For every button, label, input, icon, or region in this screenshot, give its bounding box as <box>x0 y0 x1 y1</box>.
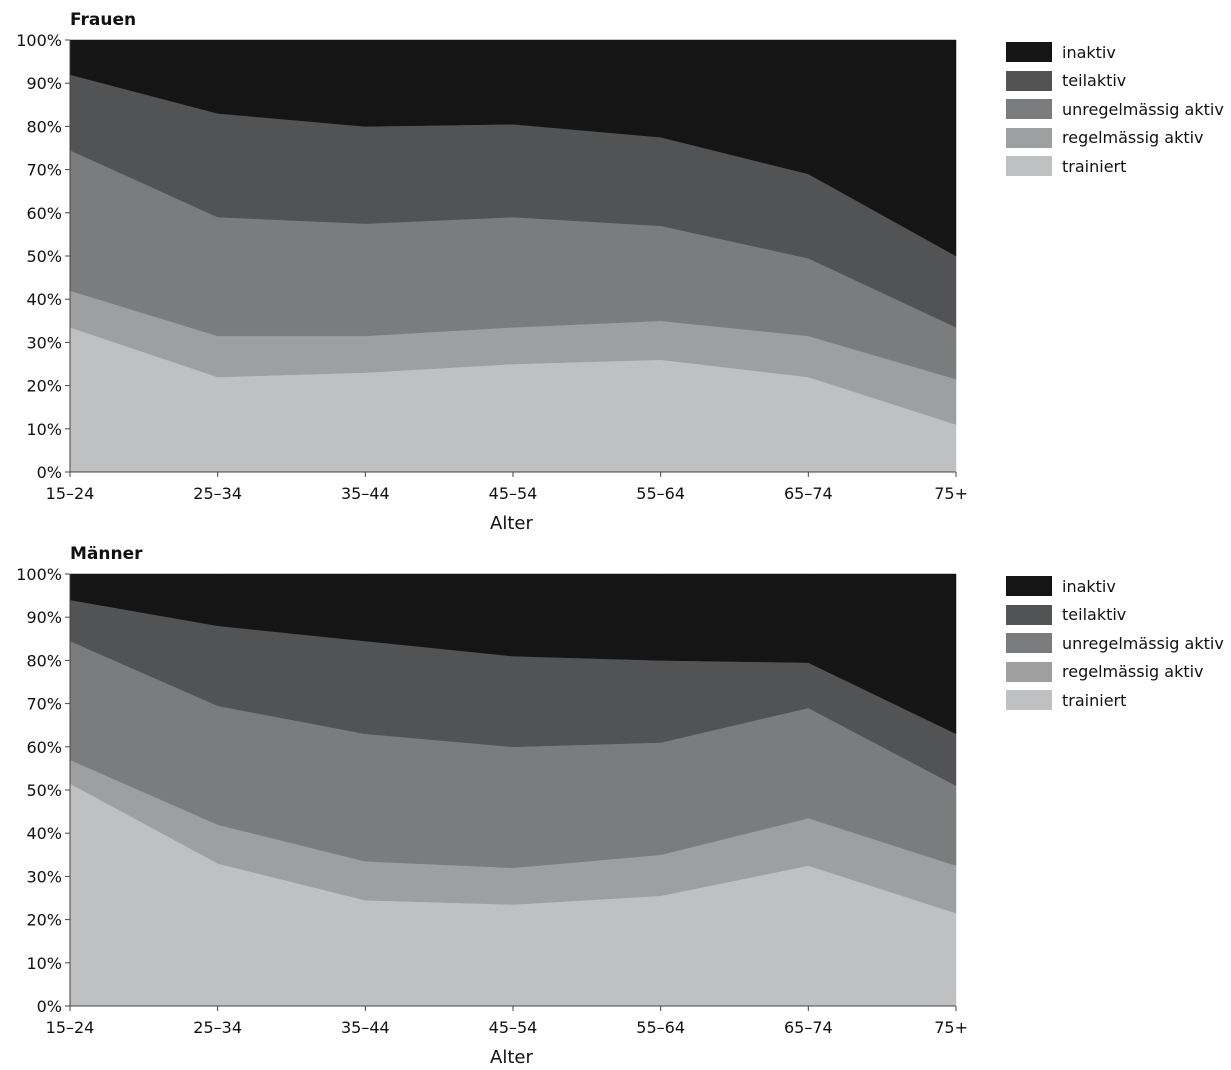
legend-item: inaktiv <box>1006 572 1224 601</box>
x-axis-label: Alter <box>490 513 533 534</box>
x-tick-label: 35–44 <box>341 1018 390 1037</box>
y-tick-label: 30% <box>26 333 62 352</box>
legend-label: inaktiv <box>1062 576 1116 596</box>
y-tick-label: 100% <box>16 565 62 584</box>
x-tick-label: 75+ <box>934 1018 968 1037</box>
legend-label: regelmässig aktiv <box>1062 128 1204 148</box>
y-tick-label: 70% <box>26 695 62 714</box>
legend-swatch <box>1006 604 1052 625</box>
legend-swatch <box>1006 576 1052 597</box>
x-tick-label: 65–74 <box>784 1018 833 1037</box>
x-axis-label: Alter <box>490 1047 533 1068</box>
legend-swatch <box>1006 127 1052 148</box>
area-chart-maenner: 0% 10% 20% 30% 40% 50% 60% 70% 80% 90% 100% 15–24 25… <box>16 565 968 1037</box>
chart-title: Männer <box>70 544 143 564</box>
x-tick-label: 65–74 <box>784 484 833 503</box>
y-tick-label: 0% <box>37 997 62 1016</box>
legend-swatch <box>1006 42 1052 63</box>
legend-swatch <box>1006 156 1052 177</box>
y-tick-label: 30% <box>26 867 62 886</box>
y-tick-label: 40% <box>26 290 62 309</box>
legend-label: trainiert <box>1062 156 1127 176</box>
y-tick-label: 40% <box>26 824 62 843</box>
x-tick-label: 45–54 <box>489 484 538 503</box>
y-tick-label: 100% <box>16 31 62 50</box>
legend-label: regelmässig aktiv <box>1062 662 1204 682</box>
legend-swatch <box>1006 661 1052 682</box>
x-tick-label: 15–24 <box>46 484 95 503</box>
legend: inaktiv teilaktiv unregelmässig aktiv regel… <box>1006 38 1224 181</box>
y-tick-label: 80% <box>26 651 62 670</box>
y-tick-label: 20% <box>26 911 62 930</box>
y-tick-label: 80% <box>26 117 62 136</box>
y-tick-label: 10% <box>26 420 62 439</box>
legend-item: regelmässig aktiv <box>1006 124 1224 153</box>
y-tick-label: 50% <box>26 781 62 800</box>
legend-label: unregelmässig aktiv <box>1062 633 1224 653</box>
chart-panel-maenner: Männer 0% 10% 20% 30% 40% 50% 60% 70% 80% 90% 100%… <box>0 534 1231 1069</box>
legend-swatch <box>1006 633 1052 654</box>
legend-item: trainiert <box>1006 686 1224 715</box>
legend-swatch <box>1006 690 1052 711</box>
legend-swatch <box>1006 99 1052 120</box>
area-inaktiv <box>69 39 957 257</box>
legend-item: unregelmässig aktiv <box>1006 95 1224 124</box>
y-tick-label: 60% <box>26 204 62 223</box>
x-tick-label: 55–64 <box>636 1018 685 1037</box>
x-tick-label: 55–64 <box>636 484 685 503</box>
area-chart-frauen: 0% 10% 20% 30% 40% 50% 60% 70% 80% 90% 100% 15–24 25… <box>16 31 968 503</box>
legend-item: trainiert <box>1006 152 1224 181</box>
y-tick-label: 0% <box>37 463 62 482</box>
legend-label: teilaktiv <box>1062 71 1127 91</box>
y-tick-label: 60% <box>26 738 62 757</box>
legend-label: unregelmässig aktiv <box>1062 99 1224 119</box>
legend-item: inaktiv <box>1006 38 1224 67</box>
x-tick-label: 45–54 <box>489 1018 538 1037</box>
area-inaktiv <box>69 573 957 735</box>
legend-item: unregelmässig aktiv <box>1006 629 1224 658</box>
legend-item: teilaktiv <box>1006 67 1224 96</box>
legend-label: inaktiv <box>1062 42 1116 62</box>
legend-item: teilaktiv <box>1006 601 1224 630</box>
x-tick-label: 15–24 <box>46 1018 95 1037</box>
chart-title: Frauen <box>70 10 137 30</box>
x-tick-label: 35–44 <box>341 484 390 503</box>
y-tick-label: 10% <box>26 954 62 973</box>
x-tick-label: 25–34 <box>193 1018 242 1037</box>
y-tick-label: 90% <box>26 74 62 93</box>
y-tick-label: 50% <box>26 247 62 266</box>
legend: inaktiv teilaktiv unregelmässig aktiv regel… <box>1006 572 1224 715</box>
legend-label: teilaktiv <box>1062 605 1127 625</box>
y-tick-label: 20% <box>26 377 62 396</box>
x-tick-label: 25–34 <box>193 484 242 503</box>
chart-panel-frauen: Frauen 0% 10% 20% 30% 40% 50% 60% 70% 80% 90% 100%… <box>16 10 1224 534</box>
x-tick-label: 75+ <box>934 484 968 503</box>
legend-label: trainiert <box>1062 690 1127 710</box>
y-tick-label: 70% <box>26 161 62 180</box>
legend-item: regelmässig aktiv <box>1006 658 1224 687</box>
legend-swatch <box>1006 70 1052 91</box>
y-tick-label: 90% <box>26 608 62 627</box>
